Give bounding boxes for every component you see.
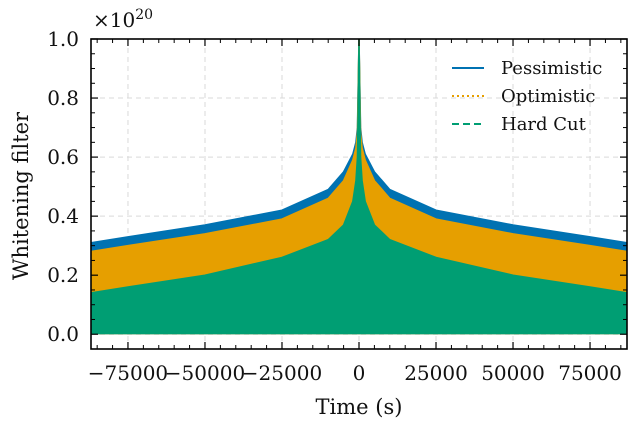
y-tick-labels: 0.0 0.2 0.4 0.6 0.8 1.0	[47, 27, 79, 346]
y-tick-label-0: 0.0	[47, 322, 79, 346]
y-tick-label-2: 0.4	[47, 204, 79, 228]
y-tick-label-1: 0.2	[47, 263, 79, 287]
plot-area	[91, 39, 627, 335]
plot-frame	[90, 38, 628, 350]
x-tick-label-6: 75000	[558, 361, 622, 385]
y-multiplier-exponent: 20	[135, 7, 153, 23]
x-tick-labels: −75000−50000−25000 0 25000 50000 75000	[88, 361, 622, 385]
x-tick-label-2: −25000	[242, 361, 322, 385]
y-tick-label-3: 0.6	[47, 145, 79, 169]
x-tick-label-1: −50000	[165, 361, 245, 385]
area-hard-cut	[91, 39, 627, 335]
axis-ticks	[91, 38, 627, 350]
x-tick-label-3: 0	[353, 361, 366, 385]
x-tick-label-0: −75000	[88, 361, 168, 385]
y-axis-multiplier: ×1020	[93, 7, 153, 32]
y-axis-label: Whitening filter	[9, 111, 33, 280]
legend-label-pessimistic: Pessimistic	[501, 58, 602, 79]
legend-label-hard-cut: Hard Cut	[501, 114, 587, 135]
x-tick-label-5: 50000	[481, 361, 545, 385]
x-axis-label: Time (s)	[316, 395, 403, 419]
legend-label-optimistic: Optimistic	[501, 86, 595, 107]
series-line-optimistic	[91, 39, 627, 253]
x-tick-label-4: 25000	[404, 361, 468, 385]
series-line-hard-cut	[91, 39, 627, 294]
series-line-pessimistic	[91, 39, 627, 244]
y-multiplier-base: ×10	[93, 8, 135, 32]
legend: Pessimistic Optimistic Hard Cut	[452, 58, 602, 135]
y-tick-label-4: 0.8	[47, 86, 79, 110]
y-tick-label-5: 1.0	[47, 27, 79, 51]
